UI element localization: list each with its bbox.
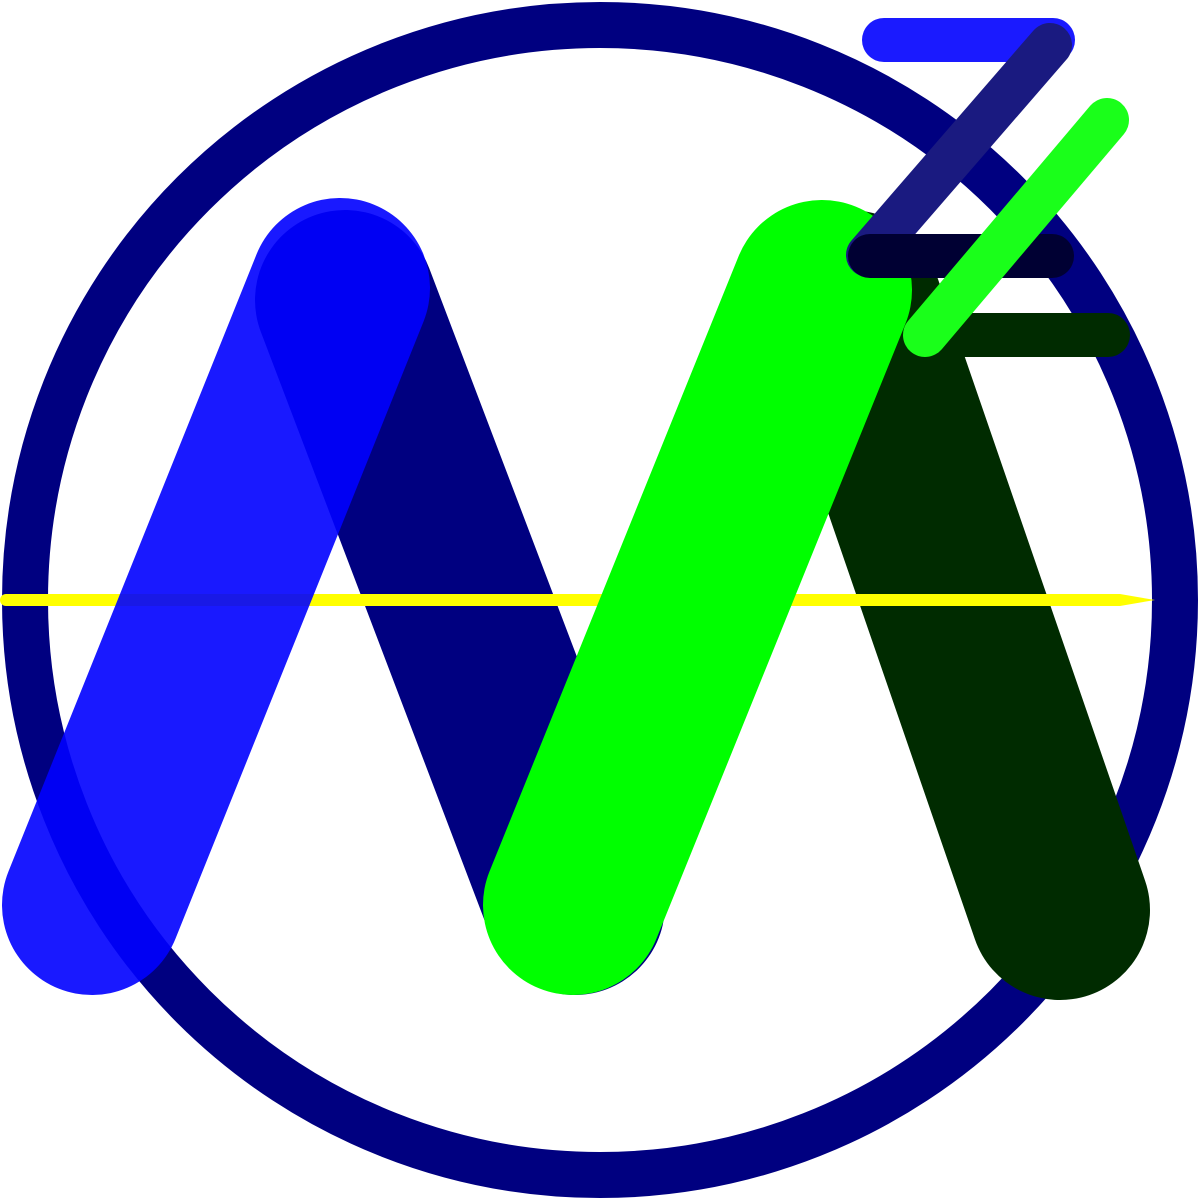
z-green-diagonal — [903, 98, 1129, 357]
m-blue-stroke — [2, 198, 430, 995]
z-dark-diagonal — [846, 23, 1072, 277]
m-green-stroke — [483, 200, 912, 995]
